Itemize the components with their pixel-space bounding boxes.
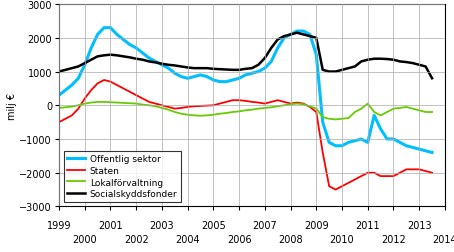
Lokalförvaltning xyxy=(159,107,165,110)
Lokalförvaltning xyxy=(333,118,338,121)
Offentlig sektor xyxy=(256,71,261,74)
Offentlig sektor xyxy=(56,94,62,97)
Text: 2013: 2013 xyxy=(407,220,431,230)
Line: Staten: Staten xyxy=(59,81,432,190)
Staten xyxy=(69,114,74,117)
Offentlig sektor xyxy=(101,27,107,30)
Text: 2001: 2001 xyxy=(98,220,123,230)
Lokalförvaltning xyxy=(69,106,74,109)
Text: 2007: 2007 xyxy=(252,220,277,230)
Staten xyxy=(95,82,100,85)
Socialskyddsfonder xyxy=(429,77,435,80)
Staten xyxy=(333,188,338,191)
Lokalförvaltning xyxy=(56,107,62,110)
Text: 2002: 2002 xyxy=(124,234,148,244)
Line: Socialskyddsfonder: Socialskyddsfonder xyxy=(59,34,432,79)
Offentlig sektor xyxy=(121,39,126,42)
Staten xyxy=(121,87,126,90)
Lokalförvaltning xyxy=(256,108,261,111)
Offentlig sektor xyxy=(429,151,435,154)
Staten xyxy=(429,172,435,175)
Staten xyxy=(159,104,165,107)
Socialskyddsfonder xyxy=(153,62,158,65)
Line: Offentlig sektor: Offentlig sektor xyxy=(59,28,432,153)
Socialskyddsfonder xyxy=(333,71,338,74)
Lokalförvaltning xyxy=(429,111,435,114)
Socialskyddsfonder xyxy=(69,67,74,70)
Socialskyddsfonder xyxy=(294,32,300,35)
Line: Lokalförvaltning: Lokalförvaltning xyxy=(59,103,432,120)
Staten xyxy=(339,185,345,188)
Text: 2012: 2012 xyxy=(381,234,406,244)
Text: 2004: 2004 xyxy=(175,234,200,244)
Text: 2008: 2008 xyxy=(278,234,303,244)
Offentlig sektor xyxy=(159,64,165,67)
Text: 1999: 1999 xyxy=(47,220,71,230)
Text: 2011: 2011 xyxy=(355,220,380,230)
Staten xyxy=(101,79,107,82)
Staten xyxy=(56,121,62,124)
Y-axis label: milj €: milj € xyxy=(6,92,16,119)
Text: 2003: 2003 xyxy=(150,220,174,230)
Socialskyddsfonder xyxy=(95,56,100,59)
Lokalförvaltning xyxy=(339,118,345,121)
Lokalförvaltning xyxy=(121,102,126,105)
Text: 2009: 2009 xyxy=(304,220,329,230)
Text: 2014: 2014 xyxy=(433,234,454,244)
Offentlig sektor xyxy=(95,34,100,37)
Lokalförvaltning xyxy=(95,101,100,104)
Staten xyxy=(256,102,261,105)
Legend: Offentlig sektor, Staten, Lokalförvaltning, Socialskyddsfonder: Offentlig sektor, Staten, Lokalförvaltni… xyxy=(64,151,181,202)
Socialskyddsfonder xyxy=(249,67,255,70)
Text: 2005: 2005 xyxy=(201,220,226,230)
Text: 2010: 2010 xyxy=(330,234,354,244)
Offentlig sektor xyxy=(333,145,338,148)
Offentlig sektor xyxy=(69,84,74,87)
Socialskyddsfonder xyxy=(114,55,120,58)
Socialskyddsfonder xyxy=(56,71,62,74)
Text: 2000: 2000 xyxy=(73,234,97,244)
Lokalförvaltning xyxy=(101,101,107,104)
Text: 2006: 2006 xyxy=(227,234,252,244)
